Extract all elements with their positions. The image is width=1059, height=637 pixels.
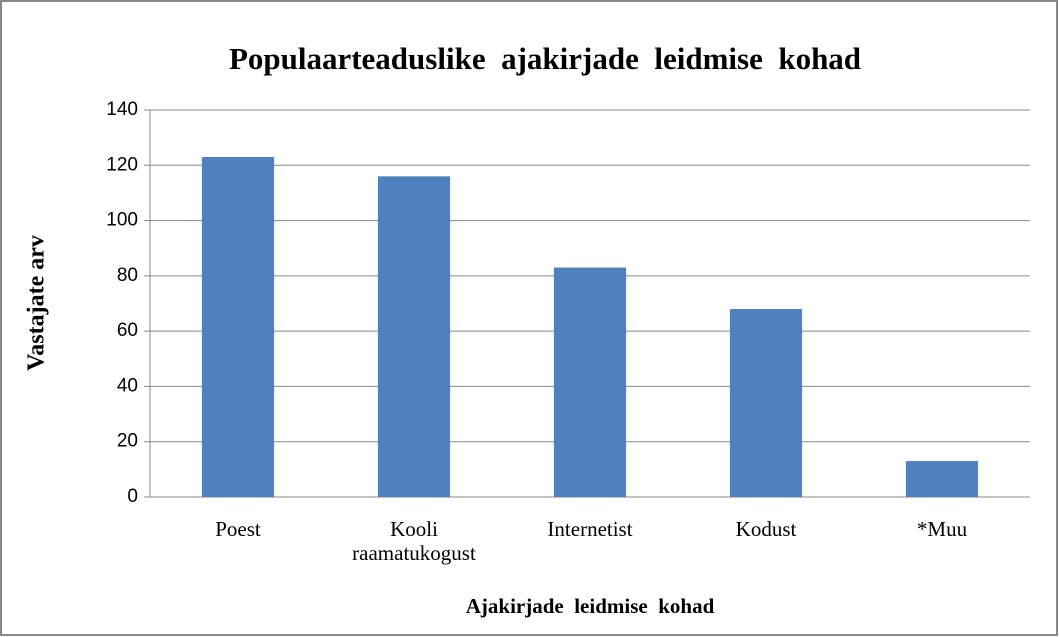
y-tick-label: 80 [117, 265, 138, 286]
y-tick-label: 0 [127, 486, 138, 507]
x-axis-label: Ajakirjade leidmise kohad [466, 594, 715, 618]
bar [201, 156, 275, 497]
y-tick-label: 120 [106, 154, 138, 175]
x-tick-label-box: Kodust [735, 517, 797, 541]
x-tick-label: Internetist [547, 517, 633, 541]
x-tick-label: Kodust [735, 517, 797, 541]
y-tick-label: 40 [117, 375, 138, 396]
y-tick-label: 100 [106, 210, 138, 231]
y-tick-label: 60 [117, 320, 138, 341]
y-axis-label: Vastajate arv [24, 235, 50, 371]
x-tick-label-box: Poest [215, 517, 261, 541]
x-tick-label-box: *Muu [916, 517, 968, 541]
x-tick-label-box: Kooli raamatukogust [352, 517, 476, 565]
chart-title: Populaarteaduslike ajakirjade leidmise k… [229, 41, 861, 76]
bar [377, 176, 451, 498]
bar [553, 267, 627, 497]
x-tick-label: Kooli raamatukogust [352, 517, 476, 565]
x-tick-label-box: Internetist [547, 517, 633, 541]
y-tick-label: 140 [106, 99, 138, 120]
bar [729, 309, 803, 497]
x-tick-label: *Muu [916, 517, 968, 541]
y-tick-label: 20 [117, 431, 138, 452]
x-tick-label: Poest [215, 517, 261, 541]
bar [905, 461, 979, 497]
